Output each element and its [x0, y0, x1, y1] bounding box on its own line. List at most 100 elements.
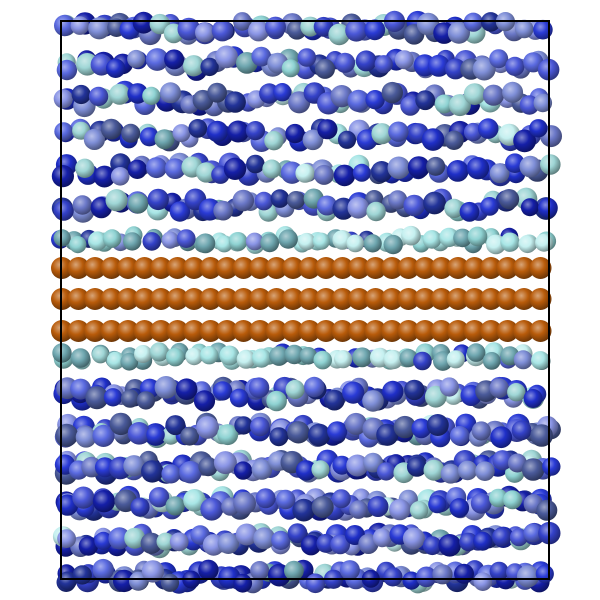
bulk-atom — [245, 121, 265, 141]
metal-atom — [397, 320, 420, 342]
atoms-front-layer — [51, 10, 561, 594]
metal-atom — [447, 320, 469, 342]
bulk-atom — [426, 414, 449, 436]
metal-atom — [381, 288, 403, 310]
interface-atom — [439, 227, 459, 248]
bulk-atom — [536, 499, 558, 521]
metal-atom — [414, 288, 436, 310]
metal-atom — [150, 320, 172, 342]
bulk-atom — [376, 462, 396, 481]
bulk-atom — [490, 426, 513, 449]
metal-atom — [282, 257, 304, 279]
bulk-atom — [324, 389, 345, 411]
bulk-atom — [269, 427, 289, 447]
bulk-atom — [83, 128, 105, 150]
bulk-atom — [53, 200, 74, 221]
metal-atom — [183, 320, 205, 342]
bulk-atom — [266, 390, 287, 412]
bulk-atom — [121, 123, 141, 143]
bulk-atom — [165, 415, 186, 436]
interface-atom — [123, 232, 142, 251]
bulk-atom — [92, 558, 114, 581]
bulk-atom — [439, 377, 459, 397]
bulk-atom — [422, 536, 442, 556]
bulk-atom — [402, 527, 425, 550]
bulk-atom — [105, 189, 128, 212]
metal-atom — [315, 320, 337, 342]
bulk-atom — [109, 83, 131, 105]
metal-atom — [480, 257, 502, 279]
bulk-atom — [427, 54, 450, 77]
bulk-atom — [217, 532, 239, 554]
bulk-atom — [463, 122, 483, 142]
metal-atom — [117, 288, 139, 310]
bulk-atom — [172, 124, 191, 143]
bulk-atom — [533, 93, 553, 113]
bulk-atom — [347, 89, 370, 112]
bulk-atom — [529, 119, 548, 138]
bulk-atom — [387, 156, 411, 180]
bulk-atom — [520, 198, 539, 217]
interface-atom — [215, 235, 233, 253]
bulk-atom — [355, 50, 377, 72]
bulk-atom — [447, 21, 470, 44]
metal-atom — [414, 320, 436, 342]
bulk-atom — [271, 530, 291, 551]
metal-atom — [331, 288, 354, 310]
bulk-atom — [337, 130, 357, 149]
metal-atom — [496, 320, 519, 342]
bulk-atom — [489, 561, 509, 581]
bulk-atom — [316, 533, 336, 553]
bulk-atom — [480, 197, 499, 216]
bulk-atom — [381, 81, 403, 104]
interface-atom — [195, 233, 216, 254]
metal-atom — [265, 320, 288, 342]
bulk-atom — [366, 201, 386, 222]
bulk-atom — [302, 129, 324, 151]
bulk-atom — [409, 501, 429, 520]
bulk-atom — [130, 497, 150, 517]
bulk-atom — [403, 194, 426, 217]
metal-atom — [348, 288, 370, 310]
bulk-atom — [85, 386, 109, 410]
bulk-atom — [300, 535, 322, 556]
bulk-atom — [388, 190, 408, 210]
interface-atom — [102, 229, 122, 248]
bulk-atom — [492, 527, 512, 547]
bulk-atom — [530, 424, 553, 447]
bulk-atom — [92, 424, 115, 447]
bulk-atom — [538, 198, 558, 218]
bulk-atom — [362, 390, 384, 412]
bulk-atom — [132, 11, 155, 34]
interface-atom — [219, 345, 240, 366]
bulk-atom — [249, 416, 270, 437]
bulk-atom — [374, 55, 393, 74]
bulk-atom — [372, 528, 392, 548]
interface-atom — [334, 350, 353, 369]
bulk-atom — [224, 91, 246, 113]
metal-atom — [282, 320, 304, 342]
metal-atom — [166, 257, 189, 279]
bulk-atom — [297, 48, 317, 67]
bulk-atom — [533, 19, 553, 40]
metal-atom — [84, 257, 106, 279]
interface-atom — [70, 348, 91, 368]
bulk-atom — [148, 487, 170, 508]
bulk-atom — [328, 23, 351, 46]
bulk-atom — [523, 389, 543, 408]
bulk-atom — [251, 459, 273, 480]
bulk-atom — [507, 383, 526, 402]
metal-atom — [117, 320, 139, 342]
metal-atom — [463, 257, 486, 279]
bulk-atom — [71, 84, 91, 105]
bulk-atom — [514, 19, 534, 39]
bulk-atom — [233, 573, 253, 593]
bulk-atom — [183, 489, 206, 512]
metal-atom — [249, 288, 271, 310]
bulk-atom — [180, 426, 200, 446]
bulk-atom — [287, 523, 308, 544]
bulk-atom — [56, 59, 78, 81]
bulk-atom — [140, 532, 162, 554]
bulk-atom — [364, 19, 386, 41]
bulk-atom — [285, 379, 305, 400]
